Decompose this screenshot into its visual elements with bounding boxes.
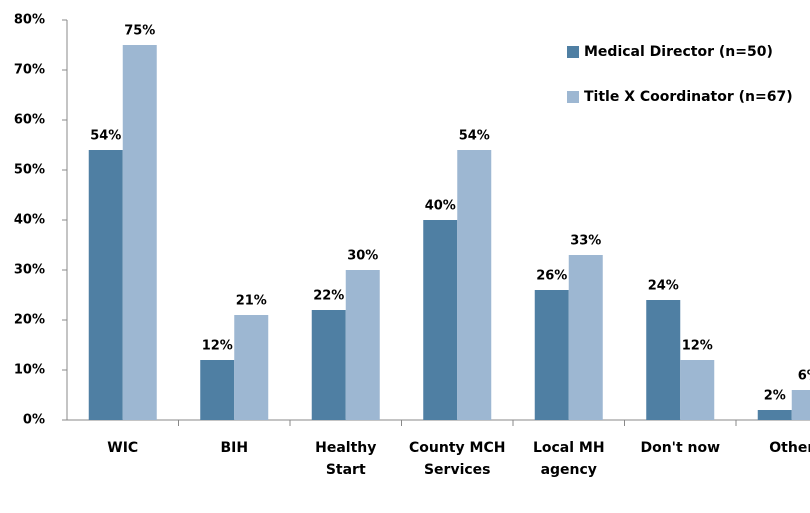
y-tick-label: 10% — [14, 363, 45, 378]
bar — [423, 220, 458, 420]
bar — [311, 310, 346, 420]
bar — [791, 390, 810, 420]
y-tick-label: 20% — [14, 313, 45, 328]
data-label: 54% — [459, 129, 490, 144]
bar — [88, 150, 123, 420]
x-tick-label: BIH — [220, 440, 249, 456]
y-tick-label: 40% — [14, 213, 45, 228]
x-tick-label: Don't now — [640, 440, 721, 456]
y-tick-label: 80% — [14, 13, 45, 28]
bar — [534, 290, 569, 420]
data-label: 2% — [764, 389, 786, 404]
x-tick-label: Other — [769, 440, 810, 456]
data-label: 12% — [682, 339, 713, 354]
bar — [234, 315, 269, 420]
x-tick-label: County MCH Services — [409, 440, 506, 478]
bar — [200, 360, 235, 420]
data-label: 30% — [347, 249, 378, 264]
data-label: 21% — [236, 294, 267, 309]
y-tick-label: 60% — [14, 113, 45, 128]
x-tick-label: Healthy Start — [315, 440, 377, 478]
data-label: 75% — [124, 24, 155, 39]
data-label: 12% — [202, 339, 233, 354]
data-label: 33% — [570, 234, 601, 249]
bar — [680, 360, 715, 420]
bar — [345, 270, 380, 420]
legend-label: Title X Coordinator (n=67) — [584, 89, 793, 105]
bar — [757, 410, 792, 420]
bar — [457, 150, 492, 420]
x-tick-label: WIC — [107, 440, 139, 456]
y-tick-label: 50% — [14, 163, 45, 178]
bar — [646, 300, 681, 420]
y-tick-label: 0% — [23, 413, 45, 428]
data-label: 22% — [313, 289, 344, 304]
bar — [568, 255, 603, 420]
data-label: 26% — [536, 269, 567, 284]
data-label: 24% — [648, 279, 679, 294]
legend-swatch — [567, 91, 579, 103]
legend-label: Medical Director (n=50) — [584, 44, 773, 60]
bar — [122, 45, 157, 420]
data-label: 54% — [90, 129, 121, 144]
y-tick-label: 30% — [14, 263, 45, 278]
legend-swatch — [567, 46, 579, 58]
data-label: 6% — [798, 369, 810, 384]
y-tick-label: 70% — [14, 63, 45, 78]
data-label: 40% — [425, 199, 456, 214]
x-tick-label: Local MH agency — [532, 440, 605, 478]
